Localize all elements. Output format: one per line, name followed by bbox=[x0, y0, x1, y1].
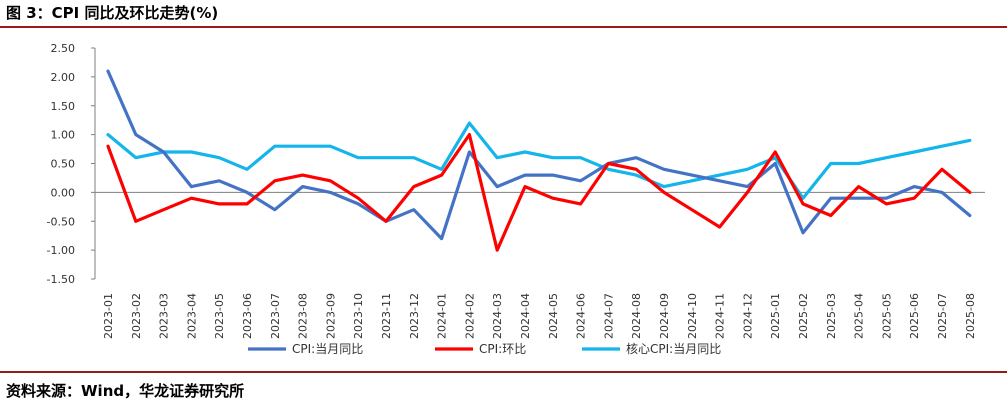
top-rule bbox=[0, 26, 1007, 28]
x-tick-label: 2025-05 bbox=[880, 293, 893, 339]
x-tick-label: 2024-05 bbox=[547, 293, 560, 339]
series-line-1 bbox=[106, 132, 972, 252]
x-tick-label: 2025-04 bbox=[853, 293, 866, 339]
x-axis: 2023-01 2023-02 2023-03 2023-04 2023-05 2023-… bbox=[95, 191, 985, 339]
x-tick-label: 2023-04 bbox=[185, 293, 198, 339]
x-tick-label: 2024-02 bbox=[463, 293, 476, 339]
x-tick-label: 2025-01 bbox=[769, 293, 782, 339]
x-tick-label: 2023-09 bbox=[324, 293, 337, 339]
x-tick-label: 2024-04 bbox=[519, 293, 532, 339]
y-tick-label: 1.00 bbox=[51, 129, 76, 142]
y-tick-label: 0.50 bbox=[51, 158, 76, 171]
x-tick-label: 2025-06 bbox=[908, 293, 921, 339]
x-tick-label: 2025-02 bbox=[797, 293, 810, 339]
bottom-rule bbox=[0, 371, 1007, 373]
x-tick-label: 2025-03 bbox=[825, 293, 838, 339]
source-note: 资料来源：Wind，华龙证券研究所 bbox=[6, 382, 245, 400]
x-tick-label: 2024-03 bbox=[491, 293, 504, 339]
x-tick-label: 2023-12 bbox=[408, 293, 421, 339]
x-tick-label: 2024-09 bbox=[658, 293, 671, 339]
x-tick-label: 2024-12 bbox=[741, 293, 754, 339]
x-tick-label: 2023-11 bbox=[380, 293, 393, 339]
x-tick-label: 2024-08 bbox=[630, 293, 643, 339]
legend-label-1: CPI:环比 bbox=[479, 342, 526, 356]
line-chart: 2.502.001.501.000.500.00-0.50-1.00-1.50 … bbox=[47, 42, 985, 356]
x-tick-label: 2023-07 bbox=[269, 293, 282, 339]
y-tick-label: 1.50 bbox=[51, 100, 76, 113]
x-tick-label: 2024-06 bbox=[575, 293, 588, 339]
x-tick-label: 2024-01 bbox=[436, 293, 449, 339]
x-tick-label: 2023-06 bbox=[241, 293, 254, 339]
x-tick-label: 2023-05 bbox=[213, 293, 226, 339]
x-tick-label: 2024-11 bbox=[714, 293, 727, 339]
x-tick-label: 2024-10 bbox=[686, 293, 699, 339]
x-tick-label: 2025-08 bbox=[964, 293, 977, 339]
y-axis: 2.50 2.00 1.50 1.00 0.50 0.00 -0.50 -1.00 -1.50 bbox=[47, 42, 96, 286]
y-tick-label: -0.50 bbox=[47, 215, 75, 228]
y-tick-label: -1.00 bbox=[47, 244, 75, 257]
x-tick-label: 2023-10 bbox=[352, 293, 365, 339]
x-tick-label: 2025-07 bbox=[936, 293, 949, 339]
y-tick-label: -1.50 bbox=[47, 273, 75, 286]
x-tick-label: 2023-01 bbox=[102, 293, 115, 339]
chart-title: 图 3：CPI 同比及环比走势(%) bbox=[6, 4, 219, 22]
legend: CPI:当月同比 CPI:环比 核心CPI:当月同比 bbox=[248, 342, 721, 356]
series-lines bbox=[106, 69, 972, 252]
y-tick-label: 2.50 bbox=[51, 42, 76, 55]
x-tick-label: 2023-03 bbox=[158, 293, 171, 339]
y-tick-label: 0.00 bbox=[51, 186, 76, 199]
legend-label-2: 核心CPI:当月同比 bbox=[626, 342, 721, 356]
series-line-0 bbox=[106, 69, 972, 241]
x-tick-label: 2024-07 bbox=[602, 293, 615, 339]
legend-label-0: CPI:当月同比 bbox=[292, 342, 363, 356]
x-tick-label: 2023-02 bbox=[130, 293, 143, 339]
x-tick-label: 2023-08 bbox=[297, 293, 310, 339]
series-line-2 bbox=[106, 121, 972, 200]
y-tick-label: 2.00 bbox=[51, 71, 76, 84]
